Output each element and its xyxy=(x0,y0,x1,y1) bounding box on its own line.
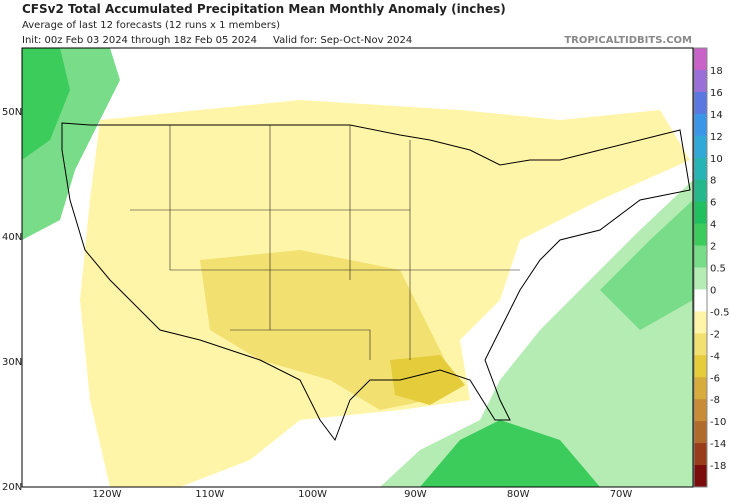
colorbar-segment xyxy=(694,421,707,444)
subtitle: Average of last 12 forecasts (12 runs x … xyxy=(22,20,280,31)
colorbar-segment xyxy=(694,201,707,225)
wet-atlantic-core xyxy=(600,200,693,330)
colorbar-segment xyxy=(694,355,707,378)
dry-gulf xyxy=(390,355,465,405)
lon-label: 120W xyxy=(93,489,122,500)
colorbar-segment xyxy=(694,245,707,268)
colorbar-segment xyxy=(694,377,707,400)
colorbar-segment xyxy=(694,48,707,71)
state-borders xyxy=(130,125,520,360)
colorbar-label: 10 xyxy=(710,154,723,165)
colorbar-segment xyxy=(694,289,707,312)
lon-label: 70W xyxy=(610,489,633,500)
lat-label: 20N xyxy=(2,482,22,493)
colorbar-segment xyxy=(694,333,707,356)
colorbar-segment xyxy=(694,399,707,422)
colorbar-label: -2 xyxy=(710,329,720,340)
colorbar-label: -4 xyxy=(710,351,720,362)
lat-label: 30N xyxy=(2,357,22,368)
colorbar-segment xyxy=(694,157,707,181)
lon-label: 100W xyxy=(298,489,327,500)
colorbar-label: 18 xyxy=(710,66,723,77)
colorbar-segment xyxy=(694,113,707,137)
colorbar-label: 12 xyxy=(710,132,723,143)
lat-label: 50N xyxy=(2,107,22,118)
wet-atlantic xyxy=(380,180,693,487)
colorbar-segment xyxy=(694,465,707,488)
lon-label: 80W xyxy=(507,489,530,500)
colorbar-segment xyxy=(694,179,707,203)
colorbar-label: -8 xyxy=(710,395,720,406)
colorbar-label: -0.5 xyxy=(710,307,730,318)
title: CFSv2 Total Accumulated Precipitation Me… xyxy=(22,2,506,16)
colorbar-segment xyxy=(694,443,707,466)
map-frame xyxy=(21,47,694,488)
colorbar-label: 6 xyxy=(710,198,716,209)
colorbar-label: -6 xyxy=(710,373,720,384)
colorbar-label: 16 xyxy=(710,88,723,99)
colorbar-segment xyxy=(694,223,707,247)
colorbar-label: -14 xyxy=(710,439,726,450)
wet-northwest-core xyxy=(22,48,70,160)
colorbar-label: 0.5 xyxy=(710,264,726,275)
lon-label: 110W xyxy=(195,489,224,500)
colorbar-label: 4 xyxy=(710,220,716,231)
site-label: TROPICALTIDBITS.COM xyxy=(564,35,692,46)
colorbar-label: -10 xyxy=(710,417,726,428)
colorbar-frame xyxy=(693,47,708,488)
colorbar-label: 14 xyxy=(710,110,723,121)
init-time: Init: 00z Feb 03 2024 through 18z Feb 05… xyxy=(22,35,257,46)
wet-caribbean xyxy=(420,420,600,487)
map xyxy=(21,47,694,488)
colorbar-label: -18 xyxy=(710,461,726,472)
colorbar-label: 2 xyxy=(710,242,716,253)
lat-label: 40N xyxy=(2,232,22,243)
colorbar-label: 8 xyxy=(710,176,716,187)
colorbar-segment xyxy=(694,267,707,290)
conus-outline xyxy=(61,122,691,442)
colorbar-segment xyxy=(694,135,707,159)
valid-time: Valid for: Sep-Oct-Nov 2024 xyxy=(273,35,412,46)
colorbar-segment xyxy=(694,91,707,115)
colorbar-segment xyxy=(694,69,707,93)
lon-label: 90W xyxy=(404,489,427,500)
colorbar-label: 0 xyxy=(710,285,716,296)
colorbar-segment xyxy=(694,311,707,334)
